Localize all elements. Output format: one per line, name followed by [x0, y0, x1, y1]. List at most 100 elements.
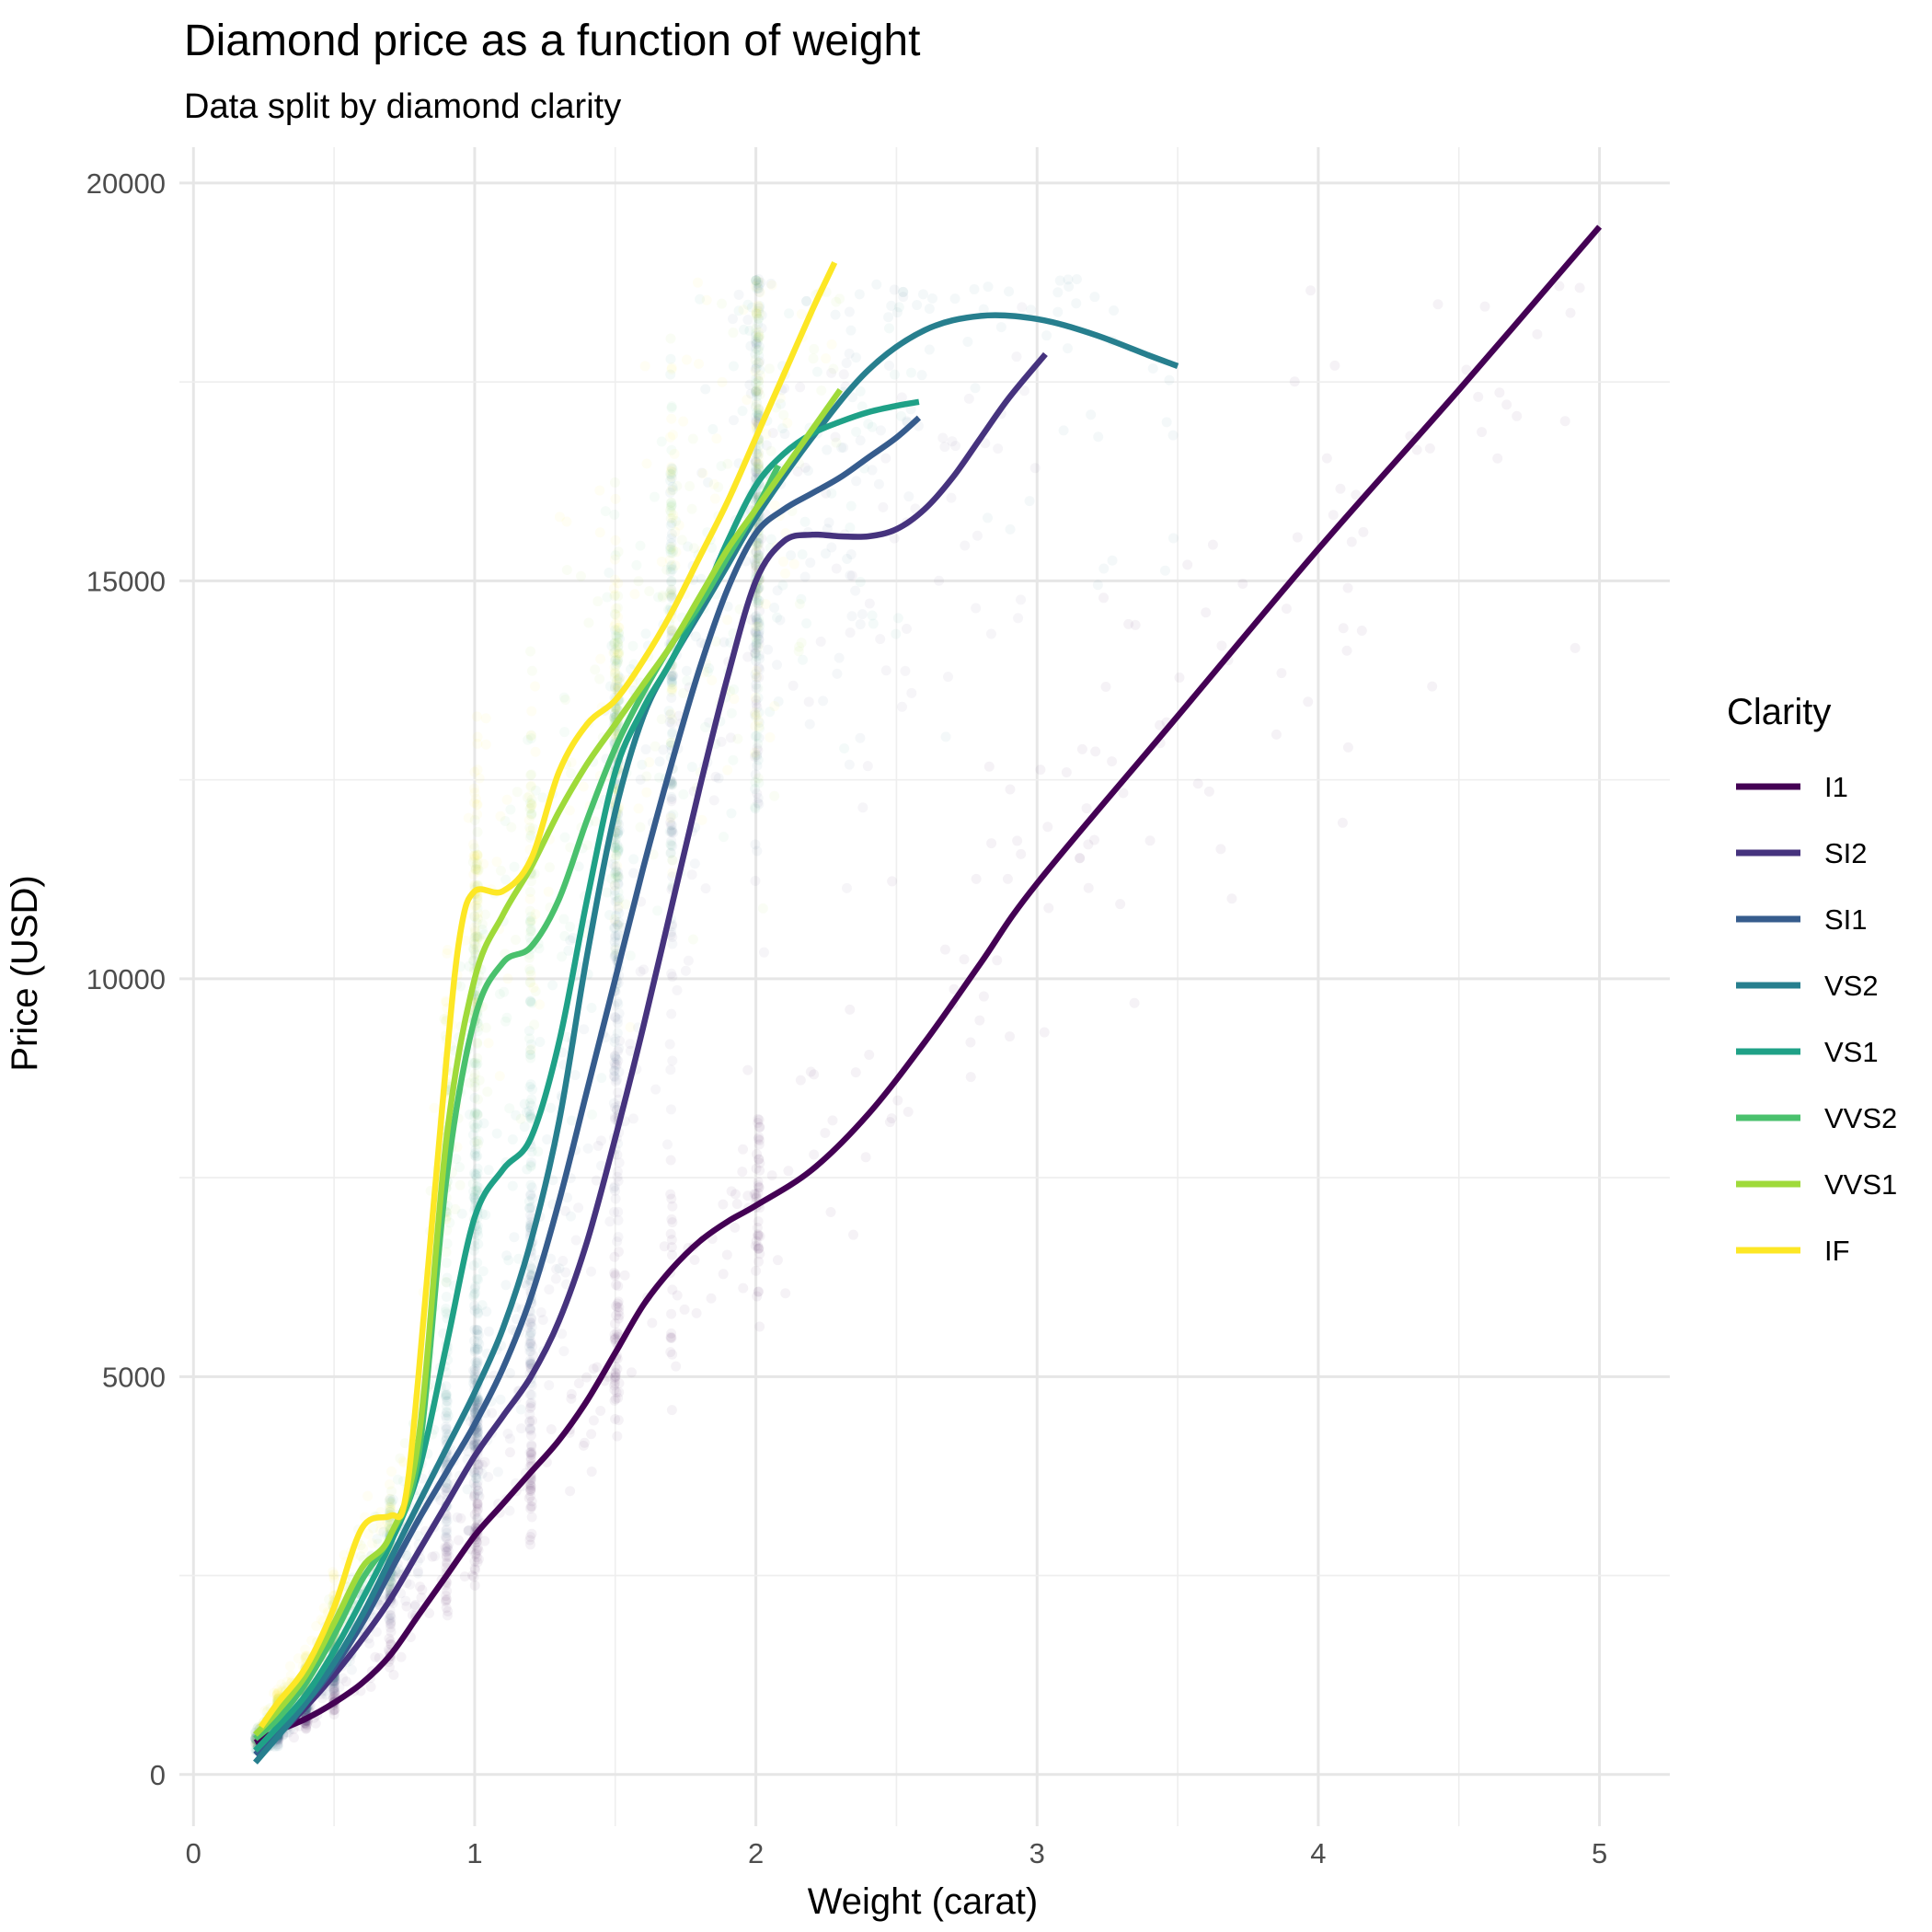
scatter-point — [1092, 580, 1103, 591]
scatter-point — [472, 933, 483, 944]
scatter-point — [665, 737, 676, 748]
scatter-point — [750, 366, 761, 377]
scatter-point — [525, 733, 536, 744]
scatter-point — [753, 1132, 765, 1143]
scatter-point — [525, 730, 536, 742]
scatter-point — [751, 559, 762, 570]
scatter-point — [667, 484, 678, 495]
scatter-point — [750, 466, 761, 477]
scatter-point — [683, 955, 694, 966]
scatter-point — [753, 554, 765, 565]
scatter-point — [471, 1135, 482, 1146]
scatter-point — [524, 1355, 535, 1366]
scatter-point — [664, 555, 675, 566]
scatter-point — [609, 937, 620, 948]
scatter-point — [441, 1525, 452, 1536]
scatter-point — [524, 1359, 535, 1370]
scatter-point — [838, 369, 849, 380]
scatter-point — [472, 1052, 483, 1064]
scatter-point — [666, 542, 677, 553]
scatter-point — [905, 404, 916, 415]
scatter-point — [480, 739, 491, 750]
scatter-point — [500, 815, 511, 826]
scatter-point — [666, 592, 677, 604]
scatter-point — [430, 1550, 441, 1561]
scatter-point — [614, 1310, 625, 1321]
scatter-point — [525, 1338, 536, 1349]
scatter-point — [524, 1098, 535, 1109]
scatter-point — [473, 1308, 484, 1319]
scatter-point — [443, 1538, 454, 1549]
scatter-point — [613, 920, 624, 931]
scatter-point — [755, 277, 766, 288]
scatter-point — [469, 1342, 480, 1353]
scatter-point — [1088, 834, 1099, 845]
scatter-point — [751, 338, 762, 349]
scatter-point — [694, 358, 705, 369]
scatter-point — [752, 672, 763, 683]
scatter-point — [613, 872, 624, 883]
scatter-point — [610, 665, 621, 676]
scatter-point — [667, 624, 678, 635]
chart-title: Diamond price as a function of weight — [184, 17, 920, 65]
scatter-point — [666, 463, 677, 474]
scatter-point — [771, 402, 782, 413]
scatter-point — [887, 876, 898, 887]
scatter-point — [691, 1307, 702, 1318]
scatter-point — [387, 1494, 398, 1505]
scatter-point — [469, 814, 480, 825]
scatter-point — [665, 353, 676, 364]
scatter-point — [750, 328, 761, 339]
scatter-point — [524, 1317, 535, 1328]
x-tick-label: 0 — [186, 1837, 201, 1869]
scatter-point — [863, 419, 874, 430]
scatter-point — [830, 309, 841, 320]
scatter-point — [753, 549, 765, 560]
scatter-point — [752, 283, 763, 294]
scatter-point — [753, 303, 765, 314]
scatter-point — [751, 385, 762, 397]
legend-label-vs2: VS2 — [1824, 970, 1879, 1002]
scatter-point — [753, 300, 764, 311]
scatter-point — [612, 828, 623, 839]
scatter-point — [754, 621, 765, 632]
scatter-point — [516, 1423, 527, 1434]
scatter-point — [614, 819, 625, 830]
scatter-point — [463, 1525, 474, 1536]
scatter-point — [468, 1119, 479, 1130]
scatter-point — [826, 367, 837, 378]
scatter-point — [753, 405, 765, 416]
scatter-point — [472, 1344, 483, 1355]
scatter-point — [753, 408, 765, 419]
scatter-point — [753, 1139, 765, 1150]
scatter-point — [753, 446, 764, 457]
scatter-point — [588, 1363, 599, 1374]
scatter-point — [573, 1378, 584, 1389]
scatter-point — [469, 932, 480, 943]
scatter-point — [469, 788, 480, 799]
scatter-point — [530, 746, 541, 757]
scatter-point — [524, 1417, 535, 1428]
scatter-point — [470, 1403, 481, 1414]
scatter-point — [470, 939, 481, 950]
scatter-point — [442, 1408, 453, 1419]
scatter-point — [385, 1636, 396, 1647]
scatter-point — [769, 701, 780, 712]
scatter-point — [575, 570, 586, 581]
scatter-point — [612, 704, 623, 715]
scatter-point — [1109, 305, 1120, 316]
scatter-point — [756, 323, 767, 334]
scatter-point — [483, 1165, 494, 1176]
scatter-point — [721, 1249, 732, 1260]
series-line-i1 — [253, 224, 1603, 1746]
scatter-point — [526, 769, 537, 780]
scatter-point — [1473, 391, 1484, 402]
scatter-point — [611, 1280, 622, 1291]
scatter-point — [595, 1135, 606, 1146]
scatter-point — [750, 669, 761, 680]
scatter-point — [386, 1466, 397, 1478]
scatter-point — [525, 1484, 536, 1495]
scatter-point — [666, 498, 677, 509]
scatter-point — [753, 715, 764, 726]
scatter-point — [666, 471, 677, 482]
